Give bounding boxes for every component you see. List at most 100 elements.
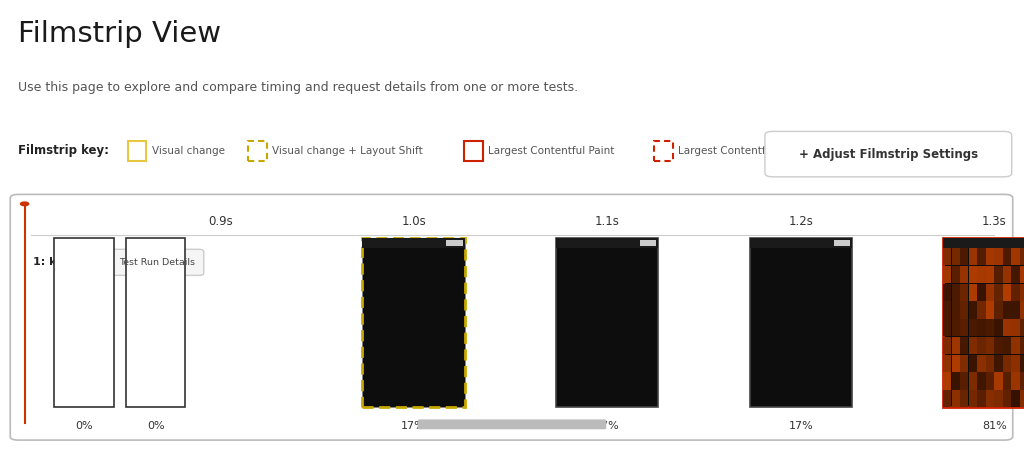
Bar (1002, 248, 1011, 265)
Bar (1020, 390, 1024, 407)
Bar (994, 390, 1002, 407)
Bar (994, 337, 1002, 354)
FancyBboxPatch shape (765, 131, 1012, 177)
Bar (1002, 355, 1011, 372)
Text: 1.2s: 1.2s (788, 216, 813, 228)
Bar (969, 390, 977, 407)
Text: FCP: FCP (391, 252, 436, 272)
Bar (977, 390, 985, 407)
Bar (969, 302, 977, 319)
Bar (977, 302, 985, 319)
FancyBboxPatch shape (943, 238, 1024, 407)
Text: Filmstrip key:: Filmstrip key: (18, 144, 110, 157)
Bar (986, 319, 994, 336)
FancyBboxPatch shape (128, 140, 146, 161)
Bar (961, 284, 969, 301)
Bar (994, 355, 1002, 372)
Bar (961, 390, 969, 407)
Text: 0.9s: 0.9s (208, 216, 232, 228)
Bar (951, 266, 959, 283)
Bar (943, 337, 951, 354)
FancyBboxPatch shape (110, 249, 204, 275)
Bar (1012, 355, 1020, 372)
Bar (986, 390, 994, 407)
Bar (1020, 266, 1024, 283)
Bar (951, 319, 959, 336)
Bar (986, 372, 994, 390)
Text: 1.3s: 1.3s (982, 216, 1007, 228)
Text: 1: kinsta.com: 1: kinsta.com (33, 257, 118, 267)
Text: 17%: 17% (401, 421, 426, 431)
Bar (961, 266, 969, 283)
Bar (1012, 337, 1020, 354)
FancyBboxPatch shape (126, 238, 185, 407)
Bar (969, 372, 977, 390)
Bar (943, 355, 951, 372)
Bar (1012, 266, 1020, 283)
Bar (834, 240, 850, 246)
Text: Visual change: Visual change (152, 146, 224, 156)
Bar (943, 238, 1024, 248)
Bar (986, 284, 994, 301)
Bar (994, 284, 1002, 301)
Bar (1012, 302, 1020, 319)
Bar (961, 355, 969, 372)
Text: Largest Contentful Paint + Layout Shift: Largest Contentful Paint + Layout Shift (678, 146, 882, 156)
Bar (446, 240, 463, 246)
Bar (986, 302, 994, 319)
Bar (977, 372, 985, 390)
Bar (961, 372, 969, 390)
Bar (943, 302, 951, 319)
Bar (994, 372, 1002, 390)
Bar (961, 337, 969, 354)
Bar (951, 390, 959, 407)
Bar (951, 337, 959, 354)
Bar (977, 337, 985, 354)
Bar (943, 390, 951, 407)
Bar (1012, 319, 1020, 336)
Bar (1020, 337, 1024, 354)
Bar (362, 238, 465, 248)
Bar (943, 266, 951, 283)
Bar (1020, 302, 1024, 319)
FancyBboxPatch shape (750, 238, 852, 407)
Bar (943, 319, 951, 336)
Circle shape (20, 202, 29, 206)
Bar (556, 238, 658, 248)
Text: + Adjust Filmstrip Settings: + Adjust Filmstrip Settings (799, 148, 978, 161)
Bar (961, 319, 969, 336)
Bar (951, 372, 959, 390)
Bar (1002, 319, 1011, 336)
Bar (951, 248, 959, 265)
Bar (977, 284, 985, 301)
Bar (961, 248, 969, 265)
Bar (1012, 284, 1020, 301)
Text: Use this page to explore and compare timing and request details from one or more: Use this page to explore and compare tim… (18, 81, 579, 94)
Text: 81%: 81% (982, 421, 1007, 431)
Bar (1002, 266, 1011, 283)
Bar (986, 337, 994, 354)
Bar (969, 319, 977, 336)
Bar (1012, 372, 1020, 390)
Bar (969, 284, 977, 301)
Bar (977, 266, 985, 283)
Text: Visual change + Layout Shift: Visual change + Layout Shift (272, 146, 423, 156)
FancyBboxPatch shape (464, 140, 482, 161)
Text: LCP: LCP (973, 252, 1016, 272)
Bar (951, 284, 959, 301)
FancyBboxPatch shape (249, 140, 267, 161)
Bar (1020, 319, 1024, 336)
Text: Largest Contentful Paint: Largest Contentful Paint (487, 146, 614, 156)
Bar (1020, 372, 1024, 390)
FancyBboxPatch shape (362, 238, 465, 407)
Bar (1012, 248, 1020, 265)
Bar (977, 248, 985, 265)
FancyBboxPatch shape (654, 140, 673, 161)
Bar (1002, 302, 1011, 319)
Text: Filmstrip View: Filmstrip View (18, 20, 221, 48)
Text: 0%: 0% (146, 421, 165, 431)
FancyBboxPatch shape (10, 194, 1013, 440)
Bar (951, 302, 959, 319)
Bar (969, 266, 977, 283)
Bar (977, 319, 985, 336)
